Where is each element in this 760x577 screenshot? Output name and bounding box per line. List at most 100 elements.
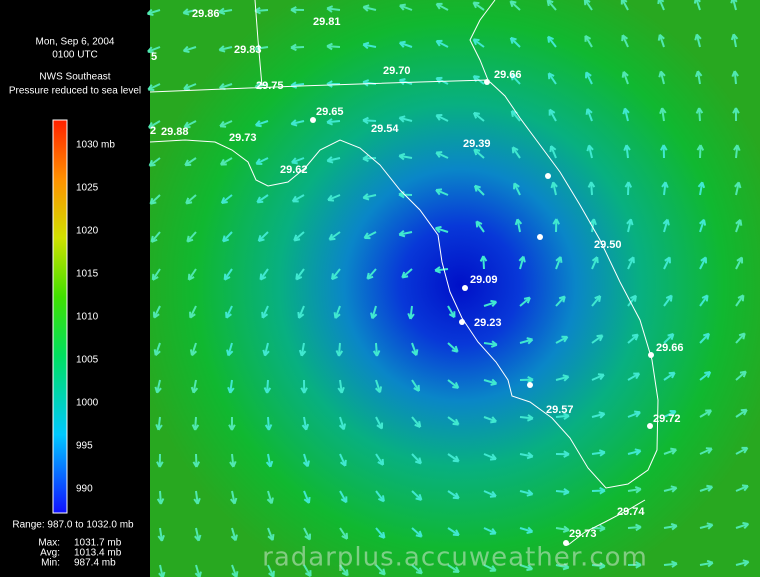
state-border [149, 79, 489, 93]
wind-arrow [291, 120, 305, 125]
wind-arrow-head [597, 373, 605, 381]
wind-arrow-head [472, 1, 480, 9]
wind-arrow-head [362, 154, 369, 163]
wind-arrow [621, 0, 629, 11]
wind-arrow [157, 416, 161, 431]
scale-label: 1025 [76, 183, 99, 194]
wind-arrow [699, 294, 709, 307]
wind-arrow [510, 73, 521, 85]
wind-arrow-head [435, 76, 443, 84]
wind-arrow [339, 490, 348, 503]
wind-arrow-head [584, 34, 592, 42]
wind-arrow [699, 523, 713, 529]
wind-arrow-head [591, 256, 599, 264]
wind-arrow [411, 379, 420, 392]
wind-arrow-head [184, 159, 192, 167]
wind-arrow [375, 490, 385, 502]
wind-arrow [663, 181, 667, 196]
station-dot [484, 79, 490, 85]
coastline [469, 0, 496, 81]
color-bar [52, 119, 68, 514]
wind-arrow-head [182, 45, 190, 54]
date: Mon, Sep 6, 2004 [36, 37, 115, 48]
wind-arrow [291, 157, 305, 164]
wind-arrow [546, 0, 557, 11]
wind-arrow [257, 231, 269, 242]
wind-arrow [663, 333, 675, 344]
wind-arrow-head [435, 39, 443, 47]
wind-arrow-head [290, 6, 297, 14]
wind-arrow [584, 35, 593, 48]
wind-arrow-head [490, 378, 498, 386]
wind-arrow-head [293, 234, 301, 242]
wind-arrow-head [267, 534, 275, 541]
wind-arrow-head [226, 349, 234, 357]
wind-arrow-head [670, 485, 678, 493]
wind-arrow [339, 379, 343, 394]
wind-arrow [411, 564, 423, 575]
wind-arrow-head [514, 218, 523, 226]
wind-arrow-head [511, 146, 519, 154]
wind-arrow [189, 305, 197, 319]
scale-label: 1005 [76, 355, 99, 366]
wind-arrow-head [490, 416, 497, 424]
wind-arrow [231, 564, 238, 577]
wind-arrow [483, 416, 497, 423]
wind-arrow-head [693, 0, 701, 4]
wind-arrow [735, 219, 742, 233]
wind-arrow [254, 9, 269, 13]
wind-arrow [303, 416, 308, 430]
wind-arrow-head [558, 295, 566, 303]
wind-arrow-head [661, 181, 669, 189]
wind-arrow-head [156, 498, 165, 505]
station-label: 29.50 [594, 239, 622, 251]
wind-arrow [195, 564, 201, 577]
wind-arrow-head [151, 273, 159, 281]
wind-arrow-head [155, 423, 163, 431]
wind-arrow [555, 256, 562, 270]
wind-arrow-head [326, 156, 334, 164]
wind-arrow [519, 296, 531, 307]
wind-arrow-head [547, 35, 554, 43]
wind-arrow-head [193, 497, 201, 505]
wind-arrow-head [621, 71, 629, 78]
wind-arrow-head [411, 349, 419, 356]
wind-arrow-head [665, 294, 673, 302]
wind-arrow-head [694, 70, 703, 78]
scale-label: 990 [76, 484, 93, 495]
wind-arrow-head [730, 33, 739, 41]
wind-arrow [513, 182, 521, 196]
wind-arrow [483, 379, 497, 385]
wind-arrow [621, 34, 629, 48]
wind-arrow-head [742, 559, 750, 567]
wind-arrow-head [550, 181, 558, 189]
station-label: 29.70 [383, 65, 411, 77]
wind-arrow [699, 409, 712, 418]
wind-arrow [473, 148, 485, 159]
wind-arrow-head [147, 84, 155, 91]
wind-arrow [147, 9, 161, 15]
wind-arrow-head [219, 158, 227, 166]
wind-arrow [552, 182, 557, 196]
wind-arrow [699, 485, 713, 492]
wind-arrow [263, 342, 269, 356]
station-label: 29.74 [617, 506, 645, 518]
wind-arrow-head [489, 528, 497, 535]
wind-arrow-head [222, 235, 230, 243]
wind-arrow [187, 268, 197, 281]
wind-arrow-head [473, 184, 481, 192]
wind-arrow-head [147, 46, 154, 54]
wind-arrow-head [701, 294, 709, 302]
wind-arrow-head [291, 195, 299, 203]
wind-arrow [195, 527, 200, 541]
wind-arrow [519, 416, 534, 420]
wind-arrow [555, 335, 568, 344]
wind-arrow [548, 109, 557, 122]
wind-arrow [363, 43, 377, 48]
wind-arrow [627, 449, 641, 455]
wind-arrow-head [587, 181, 596, 188]
wind-arrow-head [633, 372, 641, 380]
station-dot [537, 234, 543, 240]
wind-arrow-head [189, 349, 198, 357]
wind-arrow-head [549, 145, 557, 153]
